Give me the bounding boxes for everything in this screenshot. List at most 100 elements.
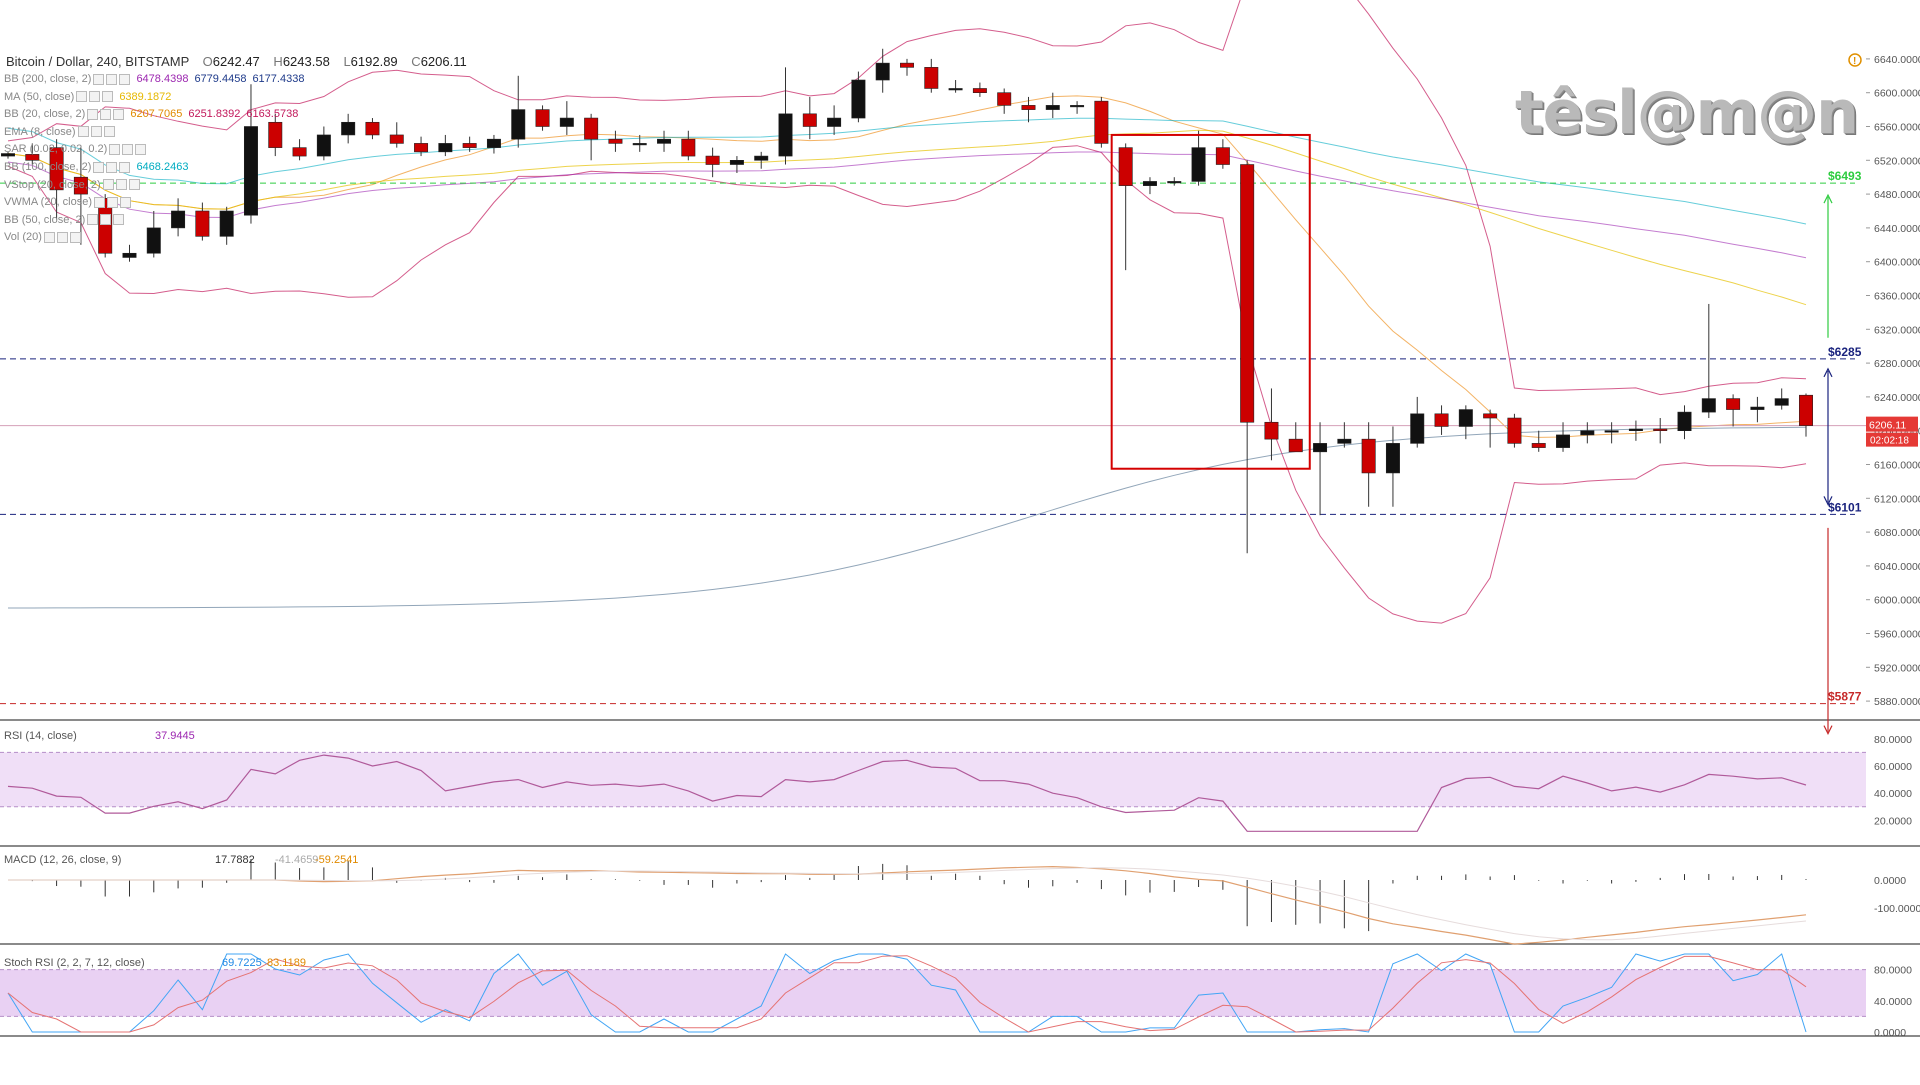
- candle-body[interactable]: [827, 117, 842, 127]
- candle-body[interactable]: [1726, 398, 1741, 410]
- remove-indicator-icon[interactable]: [135, 143, 147, 155]
- candle-body[interactable]: [365, 121, 380, 136]
- candle-body[interactable]: [1361, 438, 1376, 474]
- candle-body[interactable]: [1045, 105, 1060, 110]
- candle-body[interactable]: [1653, 428, 1668, 432]
- remove-indicator-icon[interactable]: [69, 231, 81, 243]
- candle-body[interactable]: [1507, 417, 1522, 444]
- candle-body[interactable]: [219, 210, 234, 237]
- indicator-legend-row[interactable]: MA (50, close) 6389.1872: [4, 91, 171, 103]
- candle-body[interactable]: [171, 210, 186, 229]
- candle-body[interactable]: [98, 198, 113, 254]
- candle-body[interactable]: [462, 143, 477, 148]
- candle-body[interactable]: [778, 113, 793, 157]
- candle-body[interactable]: [438, 143, 453, 153]
- remove-indicator-icon[interactable]: [102, 91, 114, 103]
- candle-body[interactable]: [802, 113, 817, 127]
- candle-body[interactable]: [414, 143, 429, 153]
- candle-body[interactable]: [535, 109, 550, 127]
- symbol-title[interactable]: Bitcoin / Dollar, 240, BITSTAMP: [6, 54, 190, 69]
- candle-body[interactable]: [1556, 434, 1571, 448]
- candle-body[interactable]: [1215, 147, 1230, 165]
- candle-body[interactable]: [1, 153, 15, 157]
- candle-body[interactable]: [657, 138, 672, 144]
- candle-body[interactable]: [754, 155, 769, 161]
- indicator-legend-row[interactable]: BB (200, close, 2) 6478.4398 6779.4458 6177…: [4, 73, 304, 85]
- candle-body[interactable]: [122, 252, 137, 258]
- indicator-settings-icon[interactable]: [100, 214, 112, 226]
- indicator-settings-icon[interactable]: [93, 73, 105, 85]
- indicator-settings-icon[interactable]: [102, 179, 114, 191]
- candle-body[interactable]: [1434, 413, 1449, 427]
- candle-body[interactable]: [1313, 443, 1328, 453]
- candle-body[interactable]: [681, 138, 696, 157]
- candle-body[interactable]: [316, 134, 331, 157]
- candle-body[interactable]: [705, 155, 720, 165]
- candle-body[interactable]: [1240, 164, 1255, 423]
- candle-body[interactable]: [73, 176, 88, 195]
- candle-body[interactable]: [1288, 438, 1303, 453]
- remove-indicator-icon[interactable]: [119, 161, 131, 173]
- indicator-settings-icon[interactable]: [56, 231, 68, 243]
- indicator-legend-row[interactable]: SAR (0.02, 0.02, 0.2): [4, 143, 147, 155]
- candle-body[interactable]: [243, 126, 258, 216]
- candle-body[interactable]: [146, 227, 161, 254]
- indicator-legend-row[interactable]: EMA (8, close): [4, 126, 115, 138]
- indicator-settings-icon[interactable]: [106, 161, 118, 173]
- candle-body[interactable]: [948, 88, 963, 91]
- indicator-settings-icon[interactable]: [89, 91, 101, 103]
- candle-body[interactable]: [1142, 181, 1157, 186]
- candle-body[interactable]: [1580, 430, 1595, 436]
- candle-body[interactable]: [1483, 413, 1498, 419]
- indicator-legend-row[interactable]: BB (50, close, 2): [4, 214, 125, 226]
- candle-body[interactable]: [49, 147, 64, 191]
- candle-body[interactable]: [389, 134, 404, 144]
- candle-body[interactable]: [1191, 147, 1206, 182]
- candle-body[interactable]: [632, 143, 647, 146]
- candle-body[interactable]: [1385, 443, 1400, 474]
- candle-body[interactable]: [268, 121, 283, 148]
- candle-body[interactable]: [608, 138, 623, 144]
- indicator-settings-icon[interactable]: [87, 108, 99, 120]
- remove-indicator-icon[interactable]: [113, 214, 125, 226]
- candle-body[interactable]: [1774, 398, 1789, 406]
- candle-body[interactable]: [900, 62, 914, 68]
- remove-indicator-icon[interactable]: [128, 179, 140, 191]
- candle-body[interactable]: [1750, 406, 1765, 410]
- candle-body[interactable]: [1799, 394, 1813, 426]
- candle-body[interactable]: [1094, 100, 1109, 144]
- alert-icon[interactable]: [1848, 53, 1862, 67]
- candle-body[interactable]: [1458, 409, 1473, 427]
- candle-body[interactable]: [1337, 438, 1352, 444]
- candle-body[interactable]: [875, 62, 890, 81]
- indicator-settings-icon[interactable]: [87, 214, 99, 226]
- candle-body[interactable]: [25, 154, 40, 161]
- candle-body[interactable]: [1531, 443, 1546, 448]
- remove-indicator-icon[interactable]: [119, 73, 131, 85]
- indicator-settings-icon[interactable]: [43, 231, 55, 243]
- candle-body[interactable]: [851, 79, 866, 119]
- candle-body[interactable]: [729, 160, 744, 165]
- candle-body[interactable]: [1604, 430, 1619, 433]
- indicator-legend-row[interactable]: VWMA (20, close): [4, 196, 132, 208]
- indicator-settings-icon[interactable]: [115, 179, 127, 191]
- indicator-settings-icon[interactable]: [106, 73, 118, 85]
- candle-body[interactable]: [1677, 411, 1692, 431]
- indicator-settings-icon[interactable]: [76, 91, 88, 103]
- remove-indicator-icon[interactable]: [113, 108, 125, 120]
- candle-body[interactable]: [341, 121, 356, 136]
- candle-body[interactable]: [584, 117, 599, 140]
- candle-body[interactable]: [511, 109, 526, 140]
- candle-body[interactable]: [1118, 147, 1133, 186]
- indicator-settings-icon[interactable]: [107, 196, 119, 208]
- indicator-legend-row[interactable]: BB (20, close, 2) 6207.7065 6251.8392 6163.…: [4, 108, 298, 120]
- indicator-settings-icon[interactable]: [77, 126, 89, 138]
- indicator-settings-icon[interactable]: [93, 161, 105, 173]
- indicator-settings-icon[interactable]: [90, 126, 102, 138]
- candle-body[interactable]: [486, 138, 501, 148]
- candle-body[interactable]: [559, 117, 574, 127]
- remove-indicator-icon[interactable]: [120, 196, 132, 208]
- indicator-settings-icon[interactable]: [100, 108, 112, 120]
